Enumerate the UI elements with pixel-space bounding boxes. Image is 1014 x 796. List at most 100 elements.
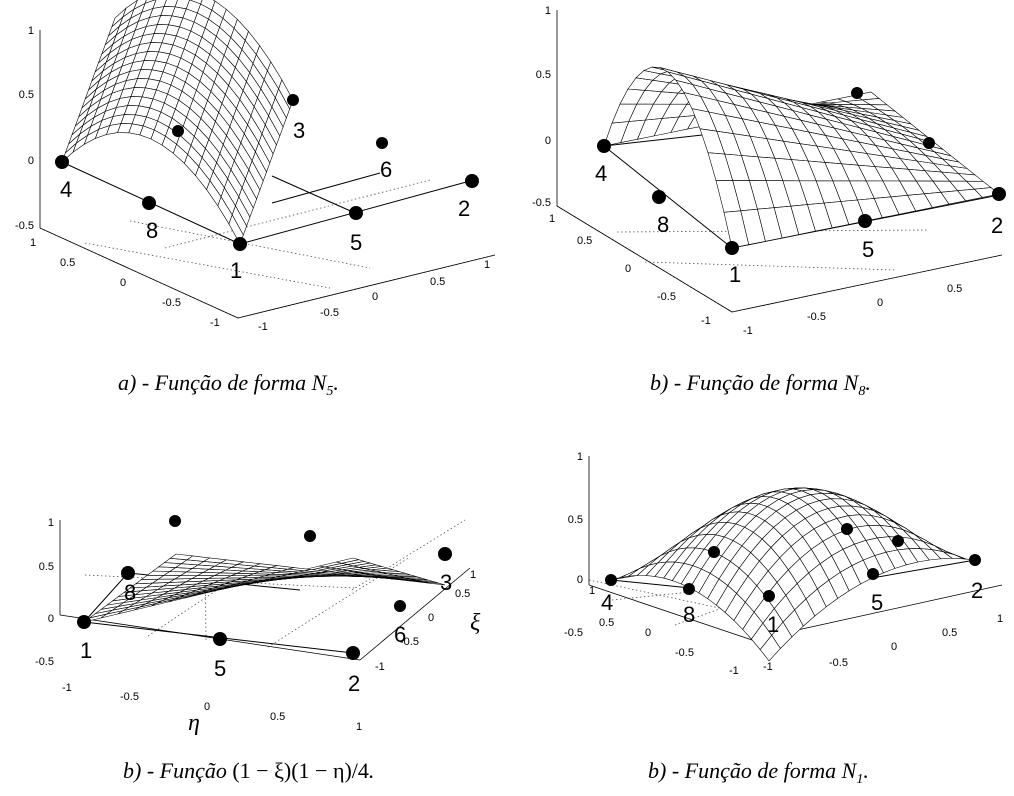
chart-panel-a: 1 2 3 4 5 6 8 1 0.5 0 -0.5 1 0.5 0 -0.5 … [0, 0, 507, 360]
node-label-2: 2 [458, 196, 470, 221]
eta-tick: 0.5 [577, 235, 592, 247]
node-label-1: 1 [230, 258, 242, 283]
node-7 [708, 546, 720, 558]
node-label-1: 1 [80, 638, 92, 663]
surface-plot-c: 1 2 3 5 6 8 1 0.5 0 -0.5 -1 -0.5 0 0.5 1… [35, 515, 476, 733]
node-8 [652, 190, 666, 204]
node-label-1: 1 [729, 262, 741, 287]
xi-tick: -0.5 [320, 307, 339, 319]
node-label-3: 3 [440, 570, 452, 595]
caption-a: a) - Função de forma N5. [118, 370, 339, 399]
xi-tick: 0 [372, 291, 378, 303]
caption-d: b) - Função de forma N1. [648, 758, 869, 787]
node-label-6: 6 [380, 157, 392, 182]
node-label-8: 8 [124, 580, 136, 605]
node-label-4: 4 [595, 161, 607, 186]
node-3 [841, 523, 853, 535]
xi-tick: 0.5 [455, 588, 470, 600]
xi-tick: -0.5 [829, 657, 848, 669]
z-tick: 0 [577, 574, 583, 586]
node-4 [597, 139, 611, 153]
eta-tick: 1 [589, 585, 595, 597]
node-1 [233, 237, 247, 251]
node-5 [867, 568, 879, 580]
surface-mesh-cell [723, 210, 750, 249]
xi-tick: -1 [763, 661, 773, 673]
node-label-5: 5 [350, 230, 362, 255]
xi-tick: 1 [470, 569, 476, 581]
eta-tick: 0.5 [270, 711, 285, 723]
node-6 [394, 600, 406, 612]
node-8 [683, 583, 695, 595]
surface-plot-a: 1 2 3 4 5 6 8 1 0.5 0 -0.5 1 0.5 0 -0.5 … [15, 0, 496, 333]
node-label-2: 2 [348, 671, 360, 696]
node-3 [287, 94, 299, 106]
node-label-8: 8 [146, 218, 158, 243]
z-tick: 1 [545, 5, 551, 17]
eta-tick: 0 [120, 277, 126, 289]
node-4 [605, 574, 617, 586]
node-7 [172, 125, 184, 137]
chart-panel-b: 1 2 4 5 8 1 0.5 0 -0.5 1 0.5 0 -0.5 -1 -… [507, 0, 1014, 360]
node-4 [169, 515, 181, 527]
node-6 [892, 535, 904, 547]
xi-tick: -0.5 [400, 636, 419, 648]
node-label-8: 8 [683, 602, 695, 627]
caption-b: b) - Função de forma N8. [650, 370, 871, 399]
node-label-5: 5 [862, 237, 874, 262]
z-tick: -0.5 [532, 197, 551, 209]
node-7 [304, 530, 316, 542]
eta-tick: 1 [356, 721, 362, 733]
node-2 [969, 554, 981, 566]
z-tick: 0.5 [568, 514, 583, 526]
eta-tick: -1 [210, 317, 220, 329]
node-label-1: 1 [767, 612, 779, 637]
z-tick: 0.5 [19, 89, 34, 101]
xi-tick: -0.5 [807, 311, 826, 323]
node-5 [858, 214, 872, 228]
eta-tick: 0 [645, 627, 651, 639]
xi-tick: 1 [997, 613, 1003, 625]
node-label-4: 4 [60, 177, 72, 202]
node-3 [851, 87, 863, 99]
surface-mesh-cell [422, 581, 446, 586]
xi-tick: 0 [877, 297, 883, 309]
node-8 [121, 566, 135, 580]
z-tick: 0 [545, 135, 551, 147]
eta-tick: -1 [729, 665, 739, 677]
node-label-4: 4 [601, 590, 613, 615]
node-6 [376, 137, 388, 149]
z-tick: 0 [28, 155, 34, 167]
z-tick: 0.5 [39, 561, 54, 573]
eta-tick: -0.5 [162, 297, 181, 309]
eta-tick: 0.5 [60, 257, 75, 269]
node-2 [346, 646, 360, 660]
node-label-5: 5 [214, 656, 226, 681]
node-1 [77, 615, 91, 629]
xi-tick: 0.5 [947, 283, 962, 295]
surface-plot-d: 1 2 4 5 8 1 0.5 0 -0.5 1 0.5 0 -0.5 -1 -… [564, 451, 1003, 677]
chart-panel-c: 1 2 3 5 6 8 1 0.5 0 -0.5 -1 -0.5 0 0.5 1… [0, 400, 507, 796]
eta-axis-label: η [188, 710, 200, 736]
node-8 [142, 196, 156, 210]
node-label-2: 2 [991, 213, 1003, 238]
node-label-5: 5 [871, 590, 883, 615]
node-label-8: 8 [657, 212, 669, 237]
node-3 [438, 547, 452, 561]
xi-tick: 0 [891, 641, 897, 653]
z-tick: 1 [48, 517, 54, 529]
eta-tick: 0 [625, 263, 631, 275]
node-6 [923, 137, 935, 149]
node-label-2: 2 [971, 578, 983, 603]
node-4 [55, 155, 69, 169]
node-2 [992, 187, 1006, 201]
node-2 [465, 174, 479, 188]
z-tick: -0.5 [35, 656, 54, 668]
chart-panel-d: 1 2 4 5 8 1 0.5 0 -0.5 1 0.5 0 -0.5 -1 -… [507, 400, 1014, 796]
z-tick: 0.5 [536, 69, 551, 81]
eta-tick: -0.5 [657, 291, 676, 303]
surface-plot-b: 1 2 4 5 8 1 0.5 0 -0.5 1 0.5 0 -0.5 -1 -… [532, 5, 1006, 337]
xi-tick: 0.5 [430, 276, 445, 288]
node-5 [349, 206, 363, 220]
eta-tick: -1 [701, 315, 711, 327]
